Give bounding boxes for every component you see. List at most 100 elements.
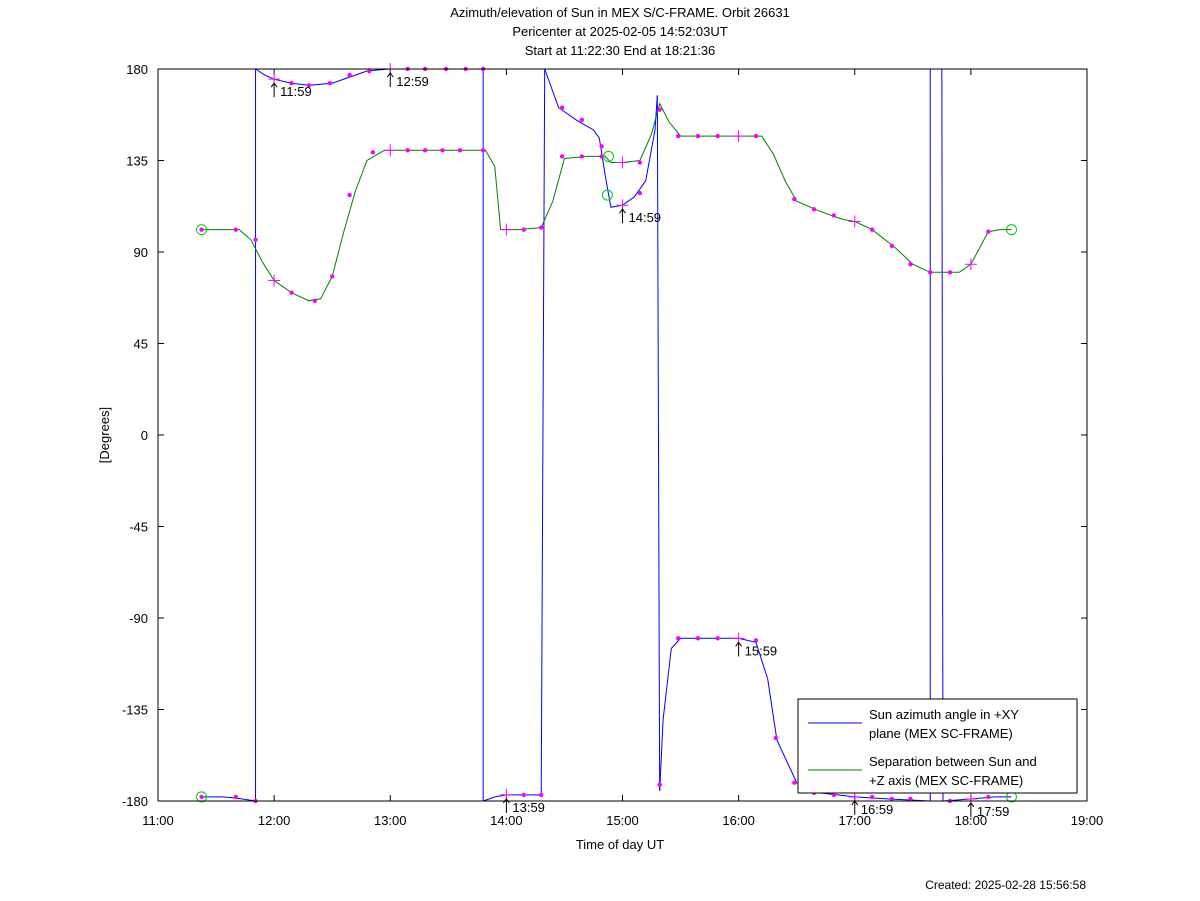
data-point-marker (559, 105, 565, 110)
x-axis-label: Time of day UT (576, 837, 664, 852)
time-annotation-label: 12:59 (396, 74, 429, 89)
hour-cross-marker (964, 258, 977, 271)
hour-cross-marker (384, 144, 397, 157)
axes: 11:00 12:00 13:00 14:00 15:00 16:00 17:00 18:00… (122, 62, 1103, 828)
legend: Sun azimuth angle in +XY plane (MEX SC-FR… (797, 698, 1078, 794)
hour-cross-marker (268, 274, 281, 287)
y-tick-label: 135 (126, 154, 148, 169)
x-tick-label: 12:00 (258, 813, 291, 828)
time-annotations: 11:59 12:59 13:59 14:59 15:59 16:59 17:59 (270, 72, 1010, 819)
created-timestamp: Created: 2025-02-28 15:56:58 (925, 878, 1086, 892)
data-point-marker (539, 792, 544, 798)
y-tick-label: -90 (129, 611, 148, 626)
data-point-marker (676, 133, 681, 139)
x-tick-label: 11:00 (142, 813, 174, 828)
legend-entry-label: Separation between Sun and (869, 754, 1037, 769)
azimuth-wrap-line (656, 95, 661, 791)
time-annotation-arrow (967, 802, 975, 817)
data-point-marker (521, 792, 526, 798)
x-tick-label: 18:00 (955, 813, 988, 828)
x-tick-label: 14:00 (490, 813, 523, 828)
event-circle-marker (603, 150, 615, 162)
y-tick-label: 0 (141, 428, 148, 443)
time-annotation-arrow (735, 641, 743, 657)
plot-frame (157, 68, 1088, 802)
chart-title-line-1: Azimuth/elevation of Sun in MEX S/C-FRAM… (450, 5, 790, 20)
data-point-marker (347, 192, 352, 198)
hour-cross-marker (500, 223, 513, 236)
time-annotation-arrow (386, 72, 394, 87)
time-annotation-arrow (619, 208, 626, 224)
legend-box (797, 698, 1078, 794)
data-point-marker (947, 270, 953, 275)
data-point-marker (199, 794, 204, 800)
y-axis-label: [Degrees] (97, 407, 112, 463)
data-point-marker (233, 227, 239, 232)
event-circle-marker (196, 224, 208, 236)
y-tick-label: -135 (122, 703, 148, 718)
x-tick-label: 13:00 (374, 813, 407, 828)
y-tick-label: 180 (126, 62, 148, 77)
azimuth-wrap-line (941, 68, 944, 802)
hour-cross-marker (732, 130, 745, 143)
separation-series-line (201, 102, 1012, 302)
legend-entry-label: +Z axis (MEX SC-FRAME) (869, 773, 1023, 788)
data-point-marker (370, 150, 376, 155)
data-point-marker (637, 190, 643, 196)
data-point-marker (908, 262, 913, 267)
data-point-marker (199, 227, 204, 232)
data-point-marker (869, 794, 875, 800)
data-point-marker (306, 83, 312, 88)
azimuth-wrap-line (540, 68, 546, 795)
data-point-marker (289, 290, 294, 295)
chart-title-line-2: Pericenter at 2025-02-05 14:52:03UT (512, 24, 727, 39)
data-point-marker (579, 117, 585, 123)
legend-entry-label: Sun azimuth angle in +XY (869, 707, 1019, 722)
time-annotation-label: 15:59 (745, 643, 778, 658)
event-circle-marker (1006, 224, 1018, 236)
data-point-marker (986, 794, 991, 800)
data-point-marker (889, 796, 895, 802)
event-circle-marker (601, 189, 613, 201)
data-point-marker (599, 144, 604, 149)
data-point-marker (773, 735, 778, 741)
hour-cross-marker (848, 215, 861, 228)
data-point-marker (599, 154, 604, 159)
data-point-marker (811, 207, 817, 212)
data-point-marker (753, 638, 759, 643)
data-point-marker (869, 227, 875, 232)
data-point-marker (422, 148, 428, 153)
time-annotation-label: 16:59 (861, 802, 894, 817)
data-point-marker (792, 196, 797, 202)
x-tick-label: 17:00 (838, 813, 871, 828)
data-point-marker (676, 636, 681, 641)
data-point-marker (327, 81, 333, 86)
y-tick-label: 45 (134, 337, 148, 352)
hour-cross-marker (616, 156, 629, 169)
x-tick-label: 15:00 (606, 813, 639, 828)
y-tick-label: 90 (134, 245, 148, 260)
data-point-marker (792, 780, 797, 785)
x-tick-label: 19:00 (1071, 813, 1104, 828)
data-point-marker (480, 148, 486, 153)
data-point-marker (715, 133, 720, 139)
data-point-marker (889, 243, 895, 249)
data-point-marker (695, 636, 701, 641)
x-tick-label: 16:00 (722, 813, 755, 828)
legend-entry-label: plane (MEX SC-FRAME) (869, 726, 1013, 741)
data-point-marker (457, 148, 463, 153)
data-point-marker (928, 270, 933, 275)
data-point-marker (312, 298, 317, 303)
data-point-marker (233, 794, 239, 800)
data-point-marker (521, 227, 526, 232)
series-lines (201, 68, 1012, 802)
data-point-marker (559, 154, 565, 159)
y-tick-label: -180 (122, 794, 148, 809)
data-point-marker (657, 782, 662, 787)
data-point-marker (440, 148, 445, 153)
time-annotation-label: 17:59 (977, 804, 1010, 819)
data-point-marker (695, 133, 701, 139)
time-annotation-label: 14:59 (629, 210, 662, 225)
time-annotation-arrow (270, 82, 278, 98)
